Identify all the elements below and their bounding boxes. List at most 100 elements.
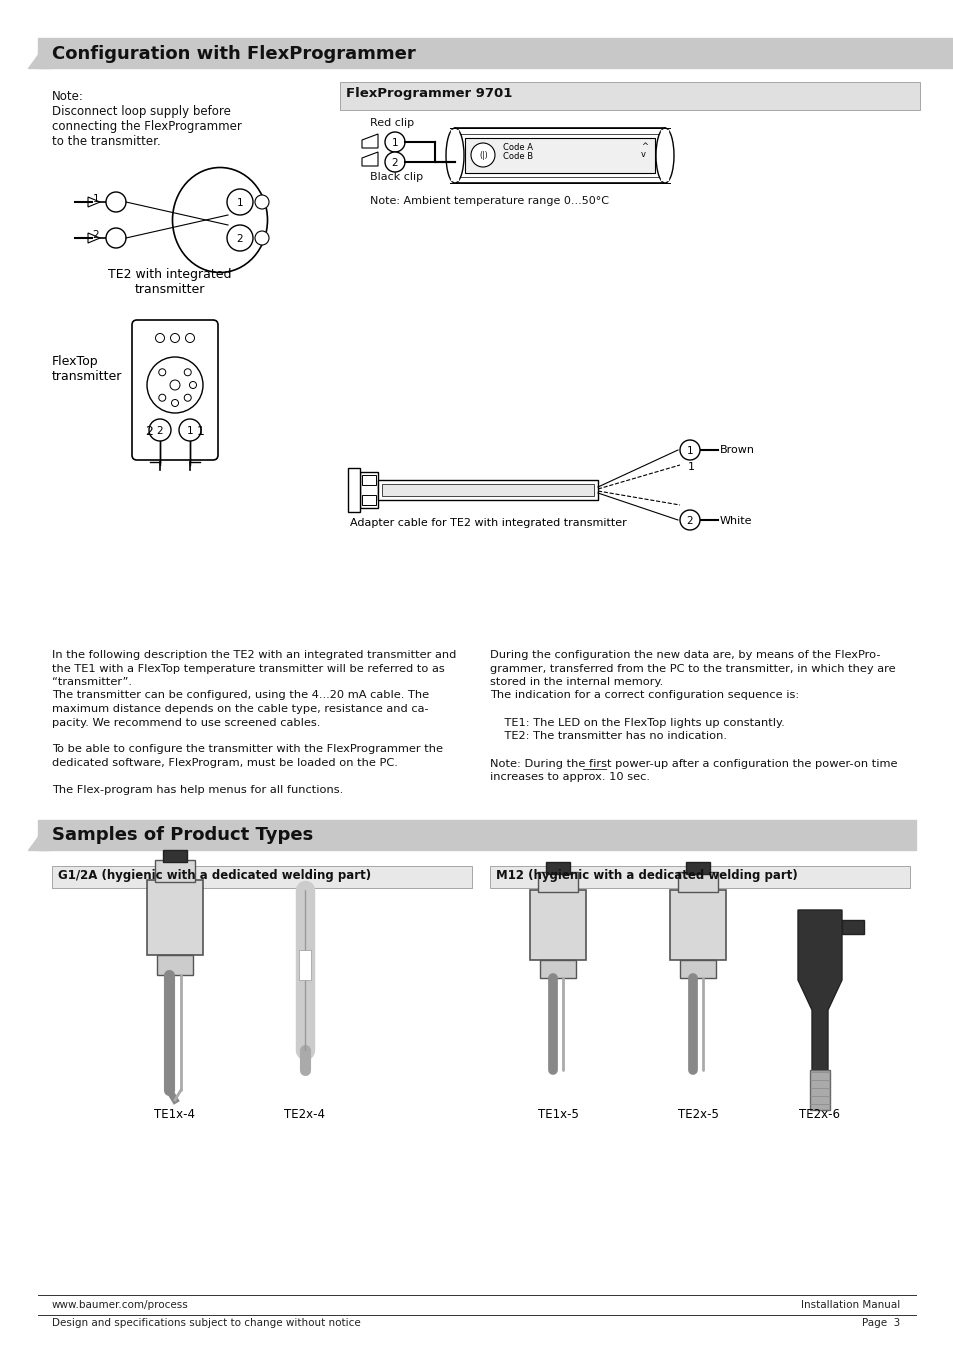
Text: 2: 2: [392, 158, 398, 167]
Bar: [537, 872, 578, 892]
Bar: [809, 1071, 829, 1110]
Ellipse shape: [446, 128, 463, 184]
Circle shape: [158, 394, 166, 401]
Text: Adapter cable for TE2 with integrated transmitter: Adapter cable for TE2 with integrated tr…: [350, 518, 626, 528]
Bar: [685, 863, 709, 873]
Circle shape: [149, 418, 171, 441]
Text: TE1x-5: TE1x-5: [537, 1108, 578, 1120]
Bar: [841, 919, 863, 934]
Circle shape: [179, 418, 201, 441]
Bar: [377, 481, 598, 500]
Polygon shape: [28, 38, 50, 68]
Circle shape: [227, 225, 253, 251]
Bar: [361, 495, 375, 505]
Circle shape: [106, 192, 126, 212]
Bar: [348, 468, 359, 512]
Circle shape: [190, 382, 196, 389]
Circle shape: [254, 231, 269, 244]
Text: the TE1 with a FlexTop temperature transmitter will be referred to as: the TE1 with a FlexTop temperature trans…: [52, 663, 444, 674]
Text: 2: 2: [686, 516, 693, 526]
Text: 2: 2: [156, 427, 163, 436]
Text: grammer, transferred from the PC to the transmitter, in which they are: grammer, transferred from the PC to the …: [490, 663, 895, 674]
Text: During the configuration the new data are, by means of the FlexPro-: During the configuration the new data ar…: [490, 649, 880, 660]
Text: To be able to configure the transmitter with the FlexProgrammer the: To be able to configure the transmitter …: [52, 744, 442, 755]
Text: 1: 1: [187, 427, 193, 436]
Text: Note: During the ̲f̲i̲r̲s̲t power-up after a configuration the power-on time: Note: During the ̲f̲i̲r̲s̲t power-up aft…: [490, 757, 897, 769]
Bar: [52, 865, 472, 888]
Polygon shape: [361, 153, 377, 166]
Bar: [678, 872, 718, 892]
Ellipse shape: [172, 167, 267, 273]
Text: FlexTop
transmitter: FlexTop transmitter: [52, 355, 122, 383]
Circle shape: [147, 356, 203, 413]
Circle shape: [679, 510, 700, 531]
Text: 1: 1: [392, 138, 398, 148]
Text: TE1x-4: TE1x-4: [154, 1108, 195, 1120]
Text: Installation Manual: Installation Manual: [800, 1300, 899, 1310]
Text: 1: 1: [686, 446, 693, 456]
Ellipse shape: [656, 128, 673, 184]
Text: 2: 2: [145, 425, 152, 437]
Bar: [154, 860, 194, 882]
Text: 1: 1: [196, 425, 205, 437]
Circle shape: [254, 194, 269, 209]
FancyBboxPatch shape: [132, 320, 218, 460]
Text: 2: 2: [236, 234, 243, 244]
Bar: [359, 472, 377, 508]
Text: TE2 with integrated
transmitter: TE2 with integrated transmitter: [108, 269, 232, 296]
Text: Design and specifications subject to change without notice: Design and specifications subject to cha…: [52, 1318, 360, 1328]
Text: stored in the internal memory.: stored in the internal memory.: [490, 676, 662, 687]
Text: (|): (|): [478, 151, 487, 161]
Text: TE2x-5: TE2x-5: [677, 1108, 718, 1120]
Bar: [530, 890, 585, 960]
Bar: [679, 960, 716, 977]
Text: Code B: Code B: [502, 153, 533, 161]
Text: “transmitter”.: “transmitter”.: [52, 676, 132, 687]
Circle shape: [155, 333, 164, 343]
Bar: [361, 475, 375, 485]
Text: increases to approx. 10 sec.: increases to approx. 10 sec.: [490, 771, 649, 782]
Bar: [157, 954, 193, 975]
Polygon shape: [361, 134, 377, 148]
Text: Page  3: Page 3: [861, 1318, 899, 1328]
Bar: [147, 880, 203, 954]
Text: 1: 1: [687, 462, 695, 472]
Text: M12 (hygienic with a dedicated welding part): M12 (hygienic with a dedicated welding p…: [496, 869, 797, 882]
Text: The Flex-program has help menus for all functions.: The Flex-program has help menus for all …: [52, 784, 343, 795]
Circle shape: [171, 333, 179, 343]
Text: v: v: [640, 150, 645, 159]
Bar: [464, 138, 655, 173]
Polygon shape: [38, 38, 953, 68]
Circle shape: [679, 440, 700, 460]
Bar: [339, 82, 919, 109]
Text: The indication for a correct configuration sequence is:: The indication for a correct configurati…: [490, 690, 799, 701]
Circle shape: [172, 400, 178, 406]
Bar: [163, 850, 187, 863]
Circle shape: [170, 379, 180, 390]
Text: Note: Ambient temperature range 0...50°C: Note: Ambient temperature range 0...50°C: [370, 196, 608, 207]
Text: Black clip: Black clip: [370, 171, 423, 182]
Text: FlexProgrammer 9701: FlexProgrammer 9701: [346, 86, 512, 100]
Text: TE2x-4: TE2x-4: [284, 1108, 325, 1120]
Text: Brown: Brown: [720, 446, 754, 455]
Polygon shape: [38, 819, 915, 850]
Text: 1: 1: [236, 198, 243, 208]
Text: TE2x-6: TE2x-6: [799, 1108, 840, 1120]
Text: Note:
Disconnect loop supply before
connecting the FlexProgrammer
to the transmi: Note: Disconnect loop supply before conn…: [52, 90, 242, 148]
Text: ^: ^: [640, 142, 647, 151]
Text: pacity. We recommend to use screened cables.: pacity. We recommend to use screened cab…: [52, 717, 320, 728]
Circle shape: [471, 143, 495, 167]
Text: Samples of Product Types: Samples of Product Types: [52, 826, 313, 844]
Text: Red clip: Red clip: [370, 117, 414, 128]
Circle shape: [184, 394, 191, 401]
Bar: [455, 128, 664, 184]
Bar: [490, 865, 909, 888]
Polygon shape: [88, 197, 100, 207]
Text: Configuration with FlexProgrammer: Configuration with FlexProgrammer: [52, 45, 416, 63]
Circle shape: [184, 369, 191, 375]
Circle shape: [185, 333, 194, 343]
Text: TE2: The transmitter has no indication.: TE2: The transmitter has no indication.: [490, 730, 726, 741]
Bar: [545, 863, 569, 873]
Polygon shape: [28, 819, 50, 850]
Circle shape: [227, 189, 253, 215]
